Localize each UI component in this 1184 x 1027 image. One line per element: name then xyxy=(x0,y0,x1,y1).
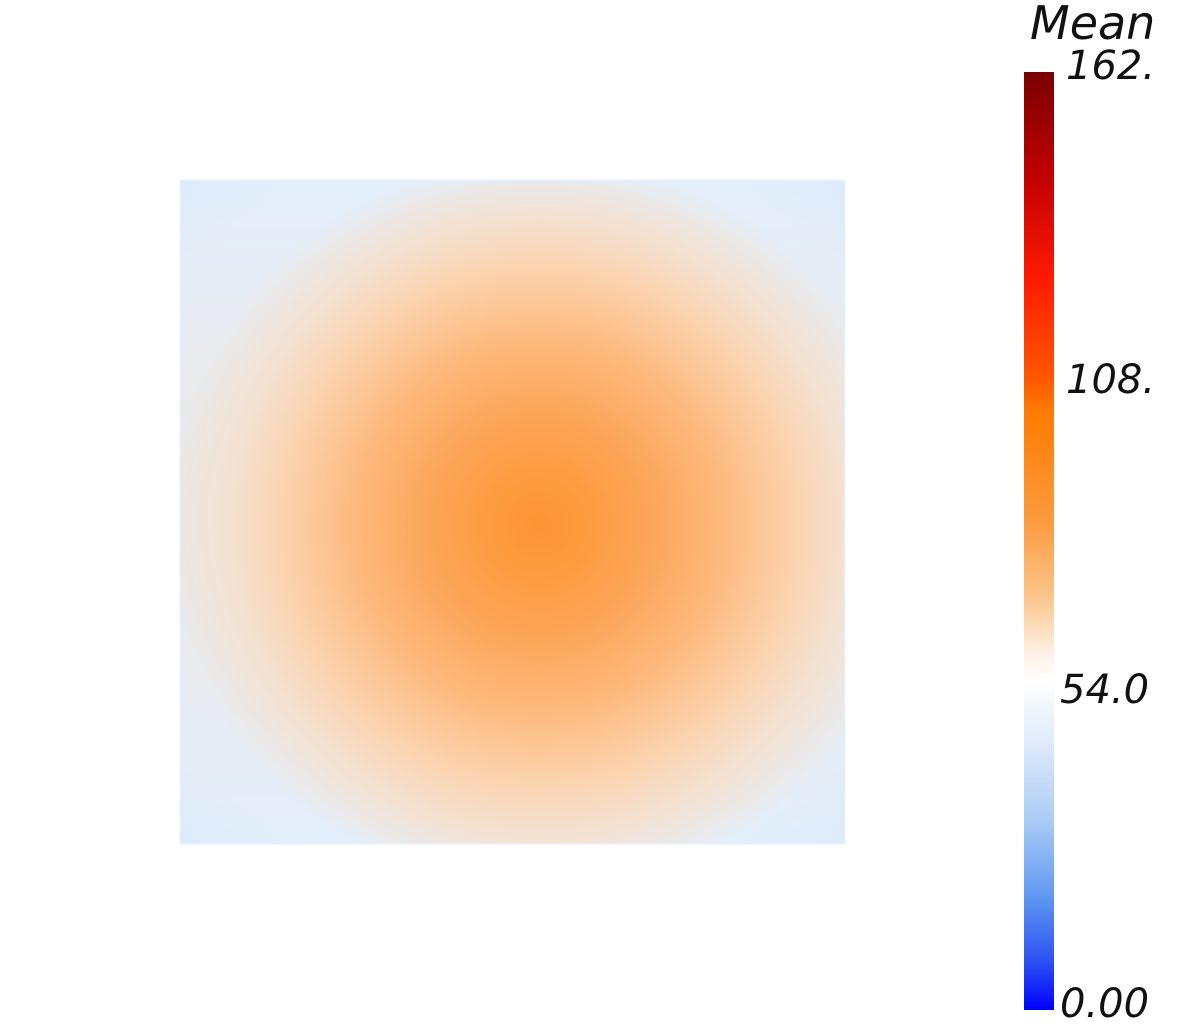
scalar-field-plot[interactable] xyxy=(181,181,844,843)
color-legend-tick-mid: 54.0 xyxy=(1060,667,1150,713)
color-legend-tick-upper: 108. xyxy=(1066,357,1156,403)
color-legend-tick-min: 0.00 xyxy=(1060,981,1150,1027)
color-legend-bar xyxy=(1024,72,1054,1010)
color-legend-tick-max: 162. xyxy=(1066,43,1156,89)
color-legend-title: Mean xyxy=(1030,0,1156,50)
